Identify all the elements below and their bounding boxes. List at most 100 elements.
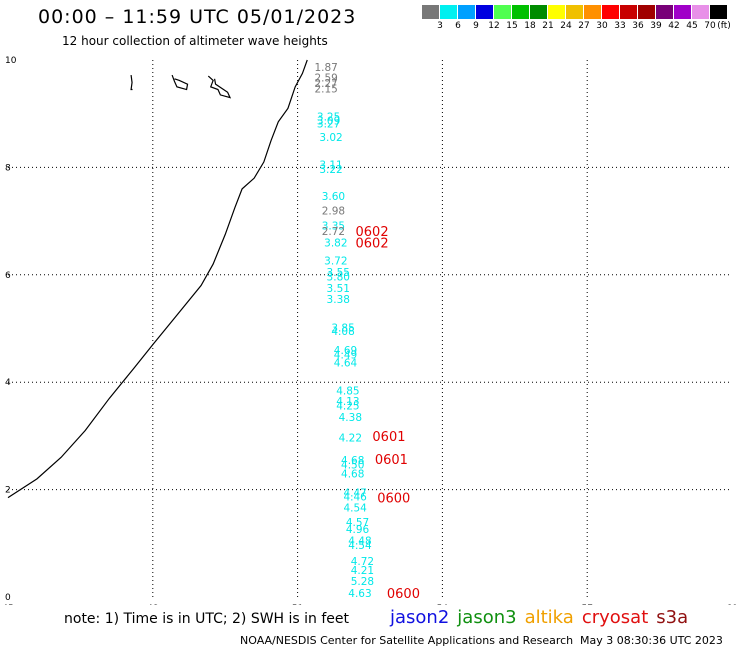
legend-label: 27 [578,21,590,31]
swh-observation: 2.27 [314,78,337,90]
mission-label-s3a: s3a [656,607,689,628]
swh-observation: 3.51 [327,283,350,295]
legend-swatch [692,5,710,19]
x-tick-label: 57 [581,604,592,605]
x-tick-label: 45 [2,604,13,605]
swh-observation: 3.11 [319,160,342,172]
swh-observation: 4.68 [341,468,364,480]
swh-observation: 3.22 [319,164,342,176]
legend-label: 15 [506,21,518,31]
legend-label: 39 [650,21,662,31]
swh-observation: 4.54 [343,502,367,514]
legend-label: 6 [455,21,461,31]
swh-observation: 4.48 [348,536,371,548]
swh-observation: 5.28 [351,576,374,588]
swh-observation: 4.22 [339,433,362,445]
chart-subtitle: 12 hour collection of altimeter wave hei… [62,34,328,48]
swh-observation: 3.35 [322,220,345,232]
swh-observation: 3.82 [324,238,347,250]
color-legend [422,5,728,19]
swh-observation: 3.38 [327,294,350,306]
island-outline [207,75,232,99]
swh-observation: 2.72 [322,226,345,238]
legend-swatch [602,5,620,19]
swh-observation: 4.25 [336,400,359,412]
legend-swatch [566,5,584,19]
legend-swatch [530,5,548,19]
chart-title: 00:00 – 11:59 UTC 05/01/2023 [38,6,357,28]
x-tick-label: 54 [437,604,449,605]
swh-observation: 4.64 [334,357,358,369]
legend-swatch [656,5,674,19]
swh-observation: 4.47 [343,487,366,499]
swh-observation: 3.85 [331,322,354,334]
legend-swatch [440,5,458,19]
legend-label: 33 [614,21,626,31]
legend-swatch [512,5,530,19]
y-tick-label: 6 [5,271,11,281]
generated-timestamp: May 3 08:30:36 UTC 2023 [580,634,723,647]
legend-swatch [638,5,656,19]
legend-label: 24 [560,21,572,31]
legend-label: 18 [524,21,536,31]
legend-swatch [422,5,440,19]
swh-observation: 4.08 [331,326,354,338]
swh-observation: 4.68 [341,455,364,467]
swh-observation: 3.02 [319,132,342,144]
island-outline [171,74,189,91]
y-tick-label: 4 [5,378,11,388]
swh-observation: 4.69 [334,345,357,357]
swh-observation: 3.55 [327,267,350,279]
swh-observation: 4.96 [346,524,370,536]
pass-time-label: 0600 [387,587,420,602]
swh-observation: 4.46 [343,492,367,504]
legend-swatch [494,5,512,19]
y-tick-label: 2 [5,486,11,496]
legend-label: 21 [542,21,554,31]
legend-label: 9 [473,21,479,31]
pass-time-label: 0602 [356,237,389,252]
pass-time-label: 0601 [372,430,405,445]
swh-observation: 3.60 [322,191,345,203]
island-outline [130,74,133,91]
mission-label-jason3: jason3 [457,607,517,628]
mission-legend: jason2 jason3 altika cryosat s3a [390,607,696,628]
coastline [7,59,308,499]
y-tick-label: 10 [5,56,17,66]
swh-observation: 4.63 [348,588,371,600]
swh-observation: 4.54 [348,540,372,552]
wave-height-map: 45485154576002468101.872.592.272.153.253… [2,56,738,605]
legend-swatch [674,5,692,19]
swh-observation: 4.50 [341,459,364,471]
y-tick-label: 0 [5,593,11,603]
swh-observation: 3.80 [327,271,350,283]
legend-label: 12 [488,21,500,31]
legend-swatch [458,5,476,19]
mission-label-jason2: jason2 [390,607,450,628]
swh-observation: 3.72 [324,255,347,267]
legend-swatch [584,5,602,19]
swh-observation: 2.98 [322,205,345,217]
swh-observation: 4.72 [351,556,374,568]
swh-observation: 3.09 [317,116,340,128]
credit-text: NOAA/NESDIS Center for Satellite Applica… [240,634,574,647]
legend-unit: (ft) [717,21,731,31]
legend-swatch [620,5,638,19]
mission-label-altika: altika [524,607,574,628]
swh-observation: 4.49 [334,349,357,361]
legend-label: 3 [437,21,443,31]
legend-label: 30 [596,21,608,31]
legend-label: 45 [686,21,698,31]
swh-observation: 4.21 [351,565,374,577]
x-tick-label: 51 [292,604,303,605]
legend-label: 42 [668,21,680,31]
pass-time-label: 0600 [377,492,410,507]
legend-label: 36 [632,21,644,31]
swh-observation: 2.59 [314,73,337,85]
note-text: note: 1) Time is in UTC; 2) SWH is in fe… [64,611,350,627]
mission-label-cryosat: cryosat [581,607,649,628]
swh-observation: 4.85 [336,385,359,397]
swh-observation: 2.15 [314,83,337,95]
swh-observation: 3.27 [317,118,340,130]
swh-observation: 4.38 [339,412,362,424]
